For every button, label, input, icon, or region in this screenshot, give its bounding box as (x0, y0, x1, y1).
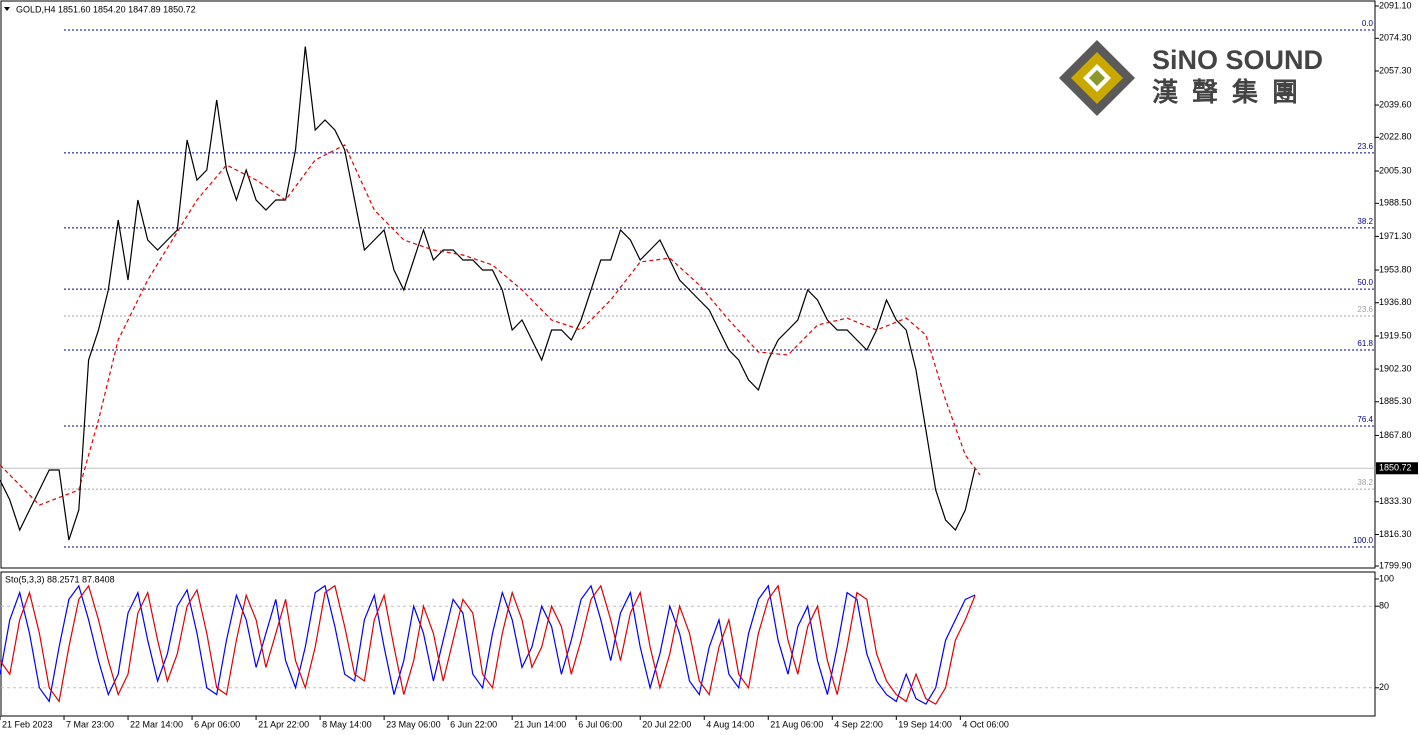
logo-name: SiNO SOUND (1152, 45, 1323, 75)
x-tick-label: 8 May 14:00 (322, 719, 372, 729)
y-tick-label: 1988.50 (1379, 198, 1412, 208)
x-tick-label: 21 Apr 22:00 (258, 719, 309, 729)
x-tick-label: 4 Sep 22:00 (834, 719, 883, 729)
fib-label: 38.2 (1357, 217, 1373, 226)
y-tick-label: 2091.10 (1379, 0, 1412, 10)
series-line (0, 144, 981, 506)
chart-title: GOLD,H4 1851.60 1854.20 1847.89 1850.72 (16, 4, 196, 14)
fib-label: 76.4 (1357, 415, 1373, 424)
fib-label: 0.0 (1362, 19, 1374, 28)
fib-label: 23.6 (1357, 305, 1373, 314)
stochastic-panel (0, 571, 1376, 717)
y-tick-label: 1919.50 (1379, 330, 1412, 340)
x-tick-label: 20 Jul 22:00 (642, 719, 691, 729)
price-panel (0, 0, 1376, 569)
y-tick-label: 2039.60 (1379, 99, 1412, 109)
y-tick-label: 1953.80 (1379, 264, 1412, 274)
y-tick-label: 20 (1379, 682, 1389, 692)
fib-label: 50.0 (1357, 278, 1373, 287)
y-tick-label: 1971.30 (1379, 231, 1412, 241)
x-tick-label: 4 Oct 06:00 (962, 719, 1009, 729)
y-tick-label: 2074.30 (1379, 33, 1412, 43)
series-line (0, 584, 976, 705)
x-tick-label: 7 Mar 23:00 (66, 719, 114, 729)
y-tick-label: 2057.30 (1379, 65, 1412, 75)
fib-label: 61.8 (1357, 339, 1373, 348)
x-tick-label: 19 Sep 14:00 (898, 719, 952, 729)
x-tick-label: 21 Aug 06:00 (770, 719, 823, 729)
x-tick-label: 6 Jun 22:00 (450, 719, 497, 729)
y-tick-label: 1799.90 (1379, 560, 1412, 570)
x-tick-label: 4 Aug 14:00 (706, 719, 754, 729)
y-tick-label: 2005.30 (1379, 165, 1412, 175)
y-tick-label: 1816.30 (1379, 529, 1412, 539)
x-tick-label: 6 Jul 06:00 (578, 719, 622, 729)
logo-subtitle: 漢聲集團 (1152, 77, 1312, 107)
indicator-title: Sto(5,3,3) 88.2571 87.8408 (5, 574, 115, 584)
series-line (0, 584, 976, 705)
fib-label: 38.2 (1357, 478, 1373, 487)
y-tick-label: 1885.30 (1379, 396, 1412, 406)
y-tick-label: 1833.30 (1379, 496, 1412, 506)
logo: SiNO SOUND 漢聲集團 (1059, 40, 1323, 116)
fib-label: 23.6 (1357, 142, 1373, 151)
y-tick-label: 80 (1379, 601, 1389, 611)
x-tick-label: 21 Feb 2023 (2, 719, 53, 729)
fib-label: 100.0 (1353, 536, 1374, 545)
x-tick-label: 6 Apr 06:00 (194, 719, 240, 729)
y-tick-label: 1936.80 (1379, 297, 1412, 307)
last-price-label: 1850.72 (1379, 463, 1412, 473)
last-price-box (1376, 462, 1418, 475)
y-tick-label: 2022.80 (1379, 132, 1412, 142)
x-tick-label: 22 Mar 14:00 (130, 719, 183, 729)
y-tick-label: 1902.30 (1379, 363, 1412, 373)
x-tick-label: 21 Jun 14:00 (514, 719, 566, 729)
series-line (0, 46, 976, 541)
x-tick-label: 23 May 06:00 (386, 719, 441, 729)
y-tick-label: 100 (1379, 573, 1394, 583)
y-tick-label: 1867.80 (1379, 430, 1412, 440)
menu-arrow (4, 7, 10, 11)
